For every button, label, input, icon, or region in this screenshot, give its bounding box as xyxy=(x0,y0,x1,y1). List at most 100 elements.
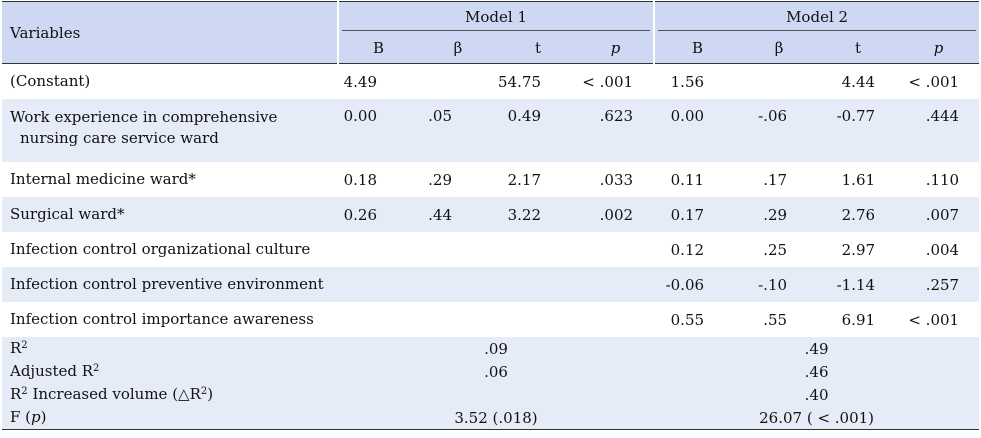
cell-m1-beta: .29 xyxy=(428,170,452,189)
cell-m1-t: 2.17 xyxy=(507,170,541,189)
header-model1: Model 1 xyxy=(336,1,655,32)
cell-m1-p: < .001 xyxy=(582,72,634,91)
header-m2-B: B xyxy=(653,32,741,64)
cell-m2-p: < .001 xyxy=(908,72,960,91)
cell-m1-t xyxy=(498,267,578,302)
cell-m1-beta xyxy=(418,267,498,302)
cell-m2-t: -0.77 xyxy=(836,107,876,125)
cell-m1-B: 0.26 xyxy=(343,205,377,224)
r2-label: R2 xyxy=(2,337,338,360)
cell-m1-t: 54.75 xyxy=(498,72,541,91)
cell-m2-B: 0.11 xyxy=(670,170,705,189)
cell-m2-beta: -.10 xyxy=(758,275,788,294)
cell-m1-p: .033 xyxy=(599,170,634,189)
regression-table: Variables Model 1 Model 2 B β t p B β t … xyxy=(2,1,980,430)
row-label: (Constant) xyxy=(10,72,91,90)
cell-m1-B xyxy=(338,302,418,337)
table-row: Work experience in comprehensive nursing… xyxy=(2,99,980,162)
row-label: Infection control importance awareness xyxy=(10,310,314,328)
cell-m1-B xyxy=(338,232,418,267)
cell-m2-t: -1.14 xyxy=(836,275,876,294)
cell-m2-p: .007 xyxy=(925,205,960,224)
header-m1-B: B xyxy=(337,32,418,64)
cell-m2-B: 0.12 xyxy=(670,240,705,259)
row-label: Infection control organizational culture xyxy=(10,240,311,258)
cell-m1-t xyxy=(498,302,578,337)
header-m2-p: p xyxy=(898,32,980,64)
cell-m1-B: 0.00 xyxy=(343,107,377,125)
cell-m2-beta xyxy=(740,64,818,100)
r2-model2: .49 xyxy=(654,337,980,360)
cell-m1-B: 4.49 xyxy=(343,72,377,91)
row-label: Infection control preventive environment xyxy=(10,275,324,293)
row-label-line2: nursing care service ward xyxy=(20,129,219,147)
cell-m1-p: .002 xyxy=(599,205,634,224)
r2-increase-label: R2 Increased volume (△R2) xyxy=(2,383,338,406)
stats-row-f: F (p) 3.52 (.018) 26.07 ( < .001) xyxy=(2,406,980,430)
cell-m2-beta: .25 xyxy=(763,240,788,259)
row-label: Work experience in comprehensive nursing… xyxy=(2,99,338,162)
header-m1-beta: β xyxy=(418,32,498,64)
row-label: Internal medicine ward* xyxy=(10,170,196,188)
cell-m1-p xyxy=(578,302,654,337)
stats-row-adjusted-r2: Adjusted R2 .06 .46 xyxy=(2,360,980,383)
r2-model1: .09 xyxy=(338,337,655,360)
header-m1-t: t xyxy=(498,32,578,64)
cell-m1-beta: .05 xyxy=(428,107,452,125)
cell-m2-t: 2.76 xyxy=(841,205,876,224)
r2-increase-model2: .40 xyxy=(654,383,980,406)
cell-m2-beta: .17 xyxy=(763,170,788,189)
cell-m2-B: 0.00 xyxy=(670,107,705,125)
cell-m2-beta: .55 xyxy=(763,310,788,329)
cell-m2-p: .110 xyxy=(925,170,960,189)
header-variables: Variables xyxy=(2,1,338,64)
cell-m1-p xyxy=(578,232,654,267)
f-model1: 3.52 (.018) xyxy=(338,406,655,430)
cell-m2-p: .257 xyxy=(925,275,960,294)
stats-row-r2: R2 .09 .49 xyxy=(2,337,980,360)
table-row: Surgical ward* 0.26 .44 3.22 .002 0.17 .… xyxy=(2,197,980,232)
cell-m1-beta: .44 xyxy=(428,205,452,224)
cell-m2-B: -0.06 xyxy=(665,275,705,294)
cell-m2-p: < .001 xyxy=(908,310,960,329)
f-label: F (p) xyxy=(2,406,338,430)
table-row: Infection control organizational culture… xyxy=(2,232,979,267)
cell-m2-B: 1.56 xyxy=(670,72,705,91)
table-row: Internal medicine ward* 0.18 .29 2.17 .0… xyxy=(2,162,979,197)
adjusted-r2-model1: .06 xyxy=(338,360,655,383)
table-row: Infection control preventive environment… xyxy=(2,267,980,302)
cell-m2-p: .004 xyxy=(925,240,960,259)
cell-m2-beta: .29 xyxy=(763,205,788,224)
r2-increase-model1 xyxy=(338,383,655,406)
row-label: Surgical ward* xyxy=(10,205,125,223)
cell-m1-B: 0.18 xyxy=(343,170,377,189)
cell-m2-t: 6.91 xyxy=(841,310,876,329)
header-m1-p: p xyxy=(578,32,655,64)
header-model2: Model 2 xyxy=(653,1,980,32)
table-row: (Constant) 4.49 54.75 < .001 1.56 4.44 <… xyxy=(2,64,979,100)
adjusted-r2-label: Adjusted R2 xyxy=(2,360,338,383)
cell-m2-t: 1.61 xyxy=(841,170,876,189)
cell-m2-beta: -.06 xyxy=(758,107,788,125)
cell-m1-beta xyxy=(418,64,498,100)
header-m2-beta: β xyxy=(740,32,819,64)
cell-m2-p: .444 xyxy=(925,107,960,125)
cell-m1-t xyxy=(498,232,578,267)
cell-m2-t: 2.97 xyxy=(841,240,876,259)
stats-row-r2-increase: R2 Increased volume (△R2) .40 xyxy=(2,383,980,406)
cell-m1-p: .623 xyxy=(599,107,634,125)
f-model2: 26.07 ( < .001) xyxy=(654,406,980,430)
cell-m1-B xyxy=(338,267,418,302)
cell-m1-t: 0.49 xyxy=(507,107,541,125)
table-row: Infection control importance awareness 0… xyxy=(2,302,979,337)
cell-m1-t: 3.22 xyxy=(507,205,541,224)
cell-m1-p xyxy=(578,267,654,302)
adjusted-r2-model2: .46 xyxy=(654,360,980,383)
cell-m1-beta xyxy=(418,302,498,337)
cell-m2-B: 0.17 xyxy=(670,205,705,224)
cell-m1-beta xyxy=(418,232,498,267)
cell-m2-t: 4.44 xyxy=(841,72,876,91)
header-m2-t: t xyxy=(818,32,899,64)
row-label-line1: Work experience in comprehensive xyxy=(10,108,278,126)
cell-m2-B: 0.55 xyxy=(670,310,705,329)
